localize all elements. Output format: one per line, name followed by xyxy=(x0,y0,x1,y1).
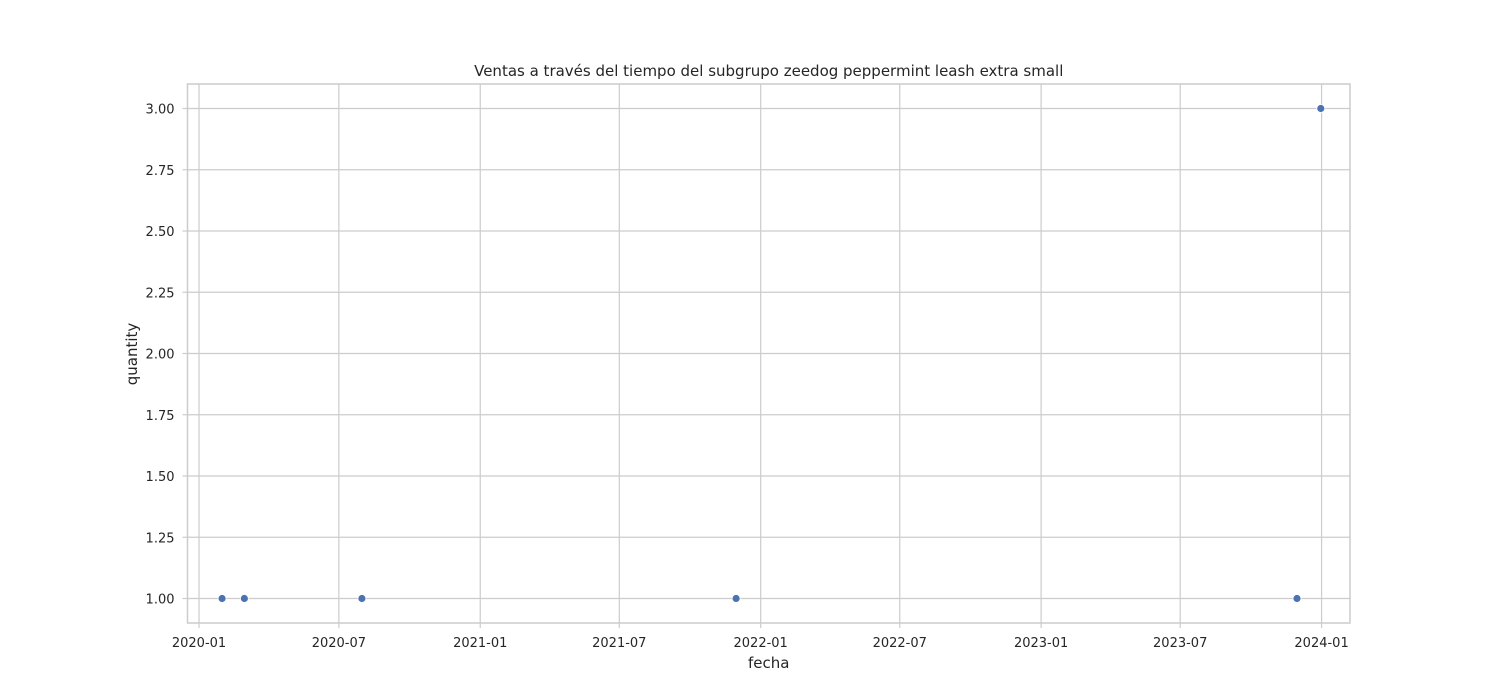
x-axis-label: fecha xyxy=(748,654,789,672)
chart-title: Ventas a través del tiempo del subgrupo … xyxy=(474,62,1063,80)
y-tick-label: 2.75 xyxy=(146,164,175,179)
x-tick-label: 2022-07 xyxy=(873,636,927,651)
x-tick-label: 2020-07 xyxy=(312,636,366,651)
data-point xyxy=(1316,104,1326,113)
y-tick-label: 1.25 xyxy=(146,531,175,546)
data-point xyxy=(239,594,249,603)
grid xyxy=(187,84,1350,623)
y-tick-label: 1.75 xyxy=(146,409,175,424)
x-tick-label: 2023-01 xyxy=(1014,636,1068,651)
data-point xyxy=(217,594,227,603)
data-points xyxy=(217,104,1326,603)
y-tick-label: 1.00 xyxy=(146,593,175,608)
x-tick-label: 2020-01 xyxy=(172,636,226,651)
x-tick-label: 2024-01 xyxy=(1294,636,1348,651)
x-tick-label: 2022-01 xyxy=(734,636,788,651)
axis-ticks: 2020-01 2020-07 2021-01 2021-07 2022-01 2022-… xyxy=(146,103,1349,652)
y-tick-label: 2.00 xyxy=(146,348,175,363)
x-tick-label: 2021-07 xyxy=(592,636,646,651)
data-point xyxy=(731,594,741,603)
y-tick-label: 2.50 xyxy=(146,225,175,240)
x-tick-label: 2021-01 xyxy=(453,636,507,651)
data-point xyxy=(1292,594,1302,603)
data-point xyxy=(357,594,367,603)
y-tick-label: 3.00 xyxy=(146,103,175,118)
x-tick-label: 2023-07 xyxy=(1153,636,1207,651)
y-tick-label: 1.50 xyxy=(146,470,175,485)
y-tick-label: 2.25 xyxy=(146,286,175,301)
y-axis-label: quantity xyxy=(123,323,141,386)
